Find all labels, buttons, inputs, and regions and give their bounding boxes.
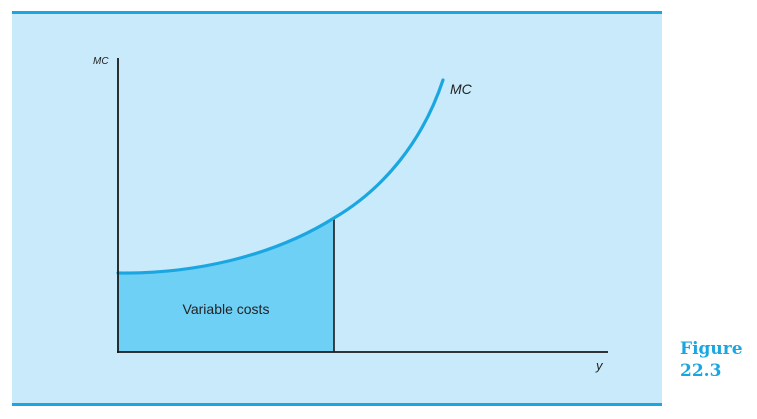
top-rule [12, 11, 662, 14]
y-axis-label: MC [93, 56, 109, 67]
mc-curve-label: MC [450, 81, 473, 97]
figure-caption-word: Figure [680, 339, 743, 359]
variable-costs-label: Variable costs [183, 301, 270, 317]
x-axis-label: y [595, 358, 604, 373]
mc-curve [116, 78, 445, 275]
variable-costs-area [118, 218, 334, 352]
figure-caption: Figure 22.3 [680, 338, 752, 382]
figure-caption-number: 22.3 [680, 361, 722, 381]
bottom-rule [12, 403, 662, 406]
